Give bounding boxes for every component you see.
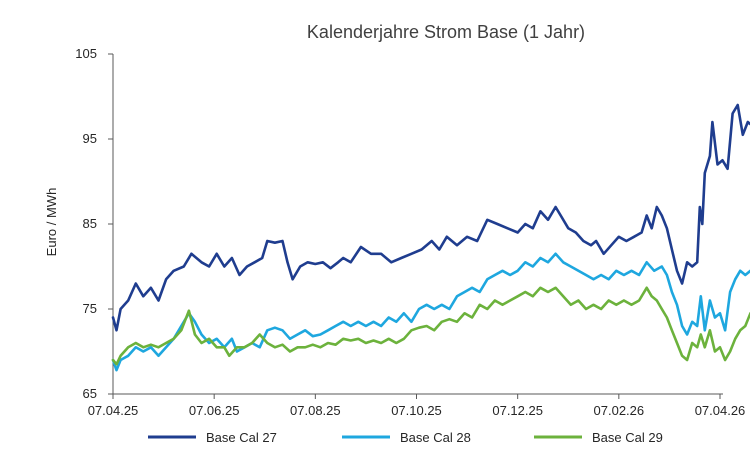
y-tick-label: 65 bbox=[83, 386, 97, 401]
x-tick-label: 07.06.25 bbox=[189, 403, 240, 418]
series-lines bbox=[111, 103, 750, 372]
x-tick-label: 07.04.25 bbox=[88, 403, 139, 418]
series-line-base-cal-29 bbox=[111, 286, 750, 366]
x-tick-label: 07.12.25 bbox=[492, 403, 543, 418]
series-line-base-cal-28 bbox=[111, 252, 750, 372]
y-axis-ticks: 65 75 85 95 105 bbox=[75, 46, 113, 401]
chart-title: Kalenderjahre Strom Base (1 Jahr) bbox=[307, 22, 585, 42]
x-axis-ticks: 07.04.25 07.06.25 07.08.25 07.10.25 07.12.25… bbox=[88, 394, 746, 418]
legend-label: Base Cal 27 bbox=[206, 430, 277, 445]
legend-label: Base Cal 29 bbox=[592, 430, 663, 445]
y-axis-label: Euro / MWh bbox=[44, 188, 59, 257]
y-tick-label: 75 bbox=[83, 301, 97, 316]
x-tick-label: 07.04.26 bbox=[695, 403, 746, 418]
x-tick-label: 07.08.25 bbox=[290, 403, 341, 418]
x-tick-label: 07.10.25 bbox=[391, 403, 442, 418]
x-tick-label: 07.02.26 bbox=[594, 403, 645, 418]
y-tick-label: 85 bbox=[83, 216, 97, 231]
series-line-base-cal-27 bbox=[111, 103, 750, 332]
y-tick-label: 105 bbox=[75, 46, 97, 61]
legend: Base Cal 27 Base Cal 28 Base Cal 29 bbox=[148, 430, 663, 445]
y-tick-label: 95 bbox=[83, 131, 97, 146]
legend-label: Base Cal 28 bbox=[400, 430, 471, 445]
